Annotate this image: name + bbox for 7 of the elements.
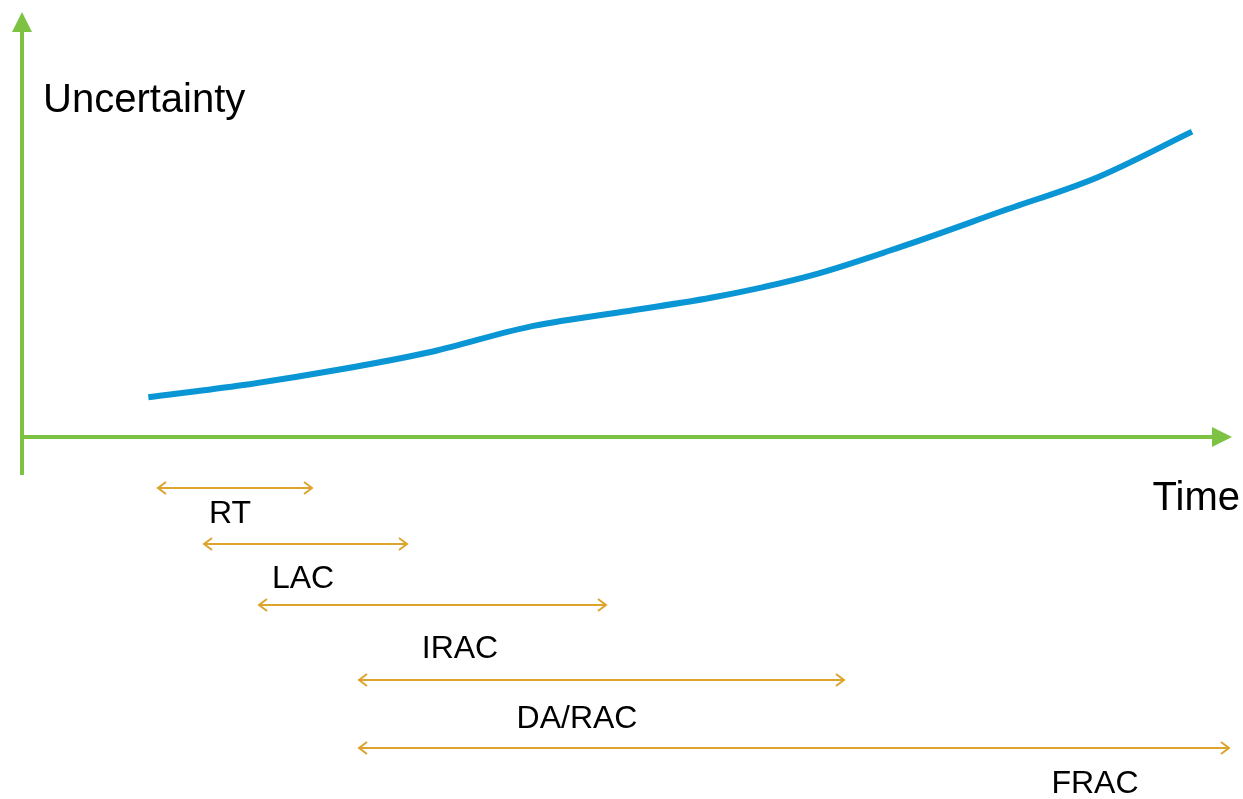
text: DA/RAC [516, 699, 638, 735]
text: FRAC [1051, 764, 1139, 799]
y-axis-title: Uncertainty [43, 76, 246, 120]
text: LAC [271, 559, 335, 595]
x-axis-title: Time [1152, 474, 1240, 518]
text: IRAC [421, 629, 499, 665]
text: RT [208, 494, 252, 530]
